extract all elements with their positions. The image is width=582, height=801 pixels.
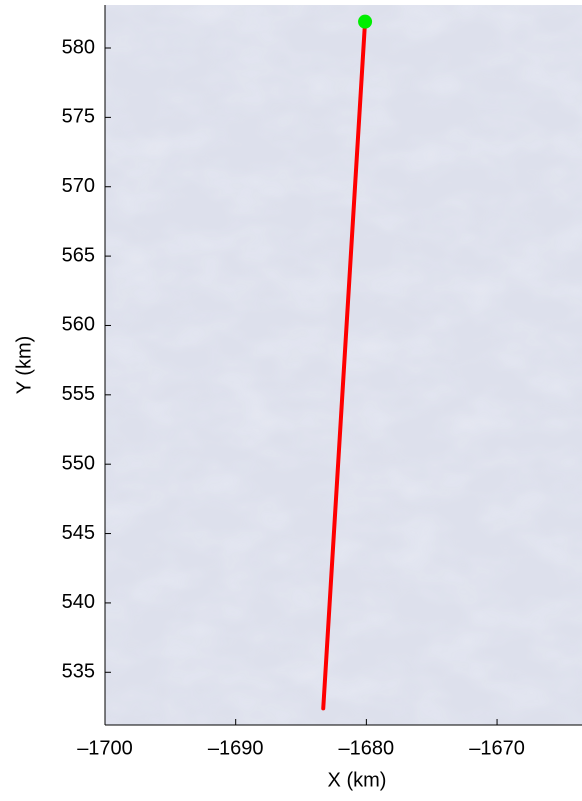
y-tick-label: 545 bbox=[62, 522, 95, 544]
track-line bbox=[321, 19, 368, 711]
plot-area bbox=[321, 14, 373, 711]
x-tick-label: –1690 bbox=[208, 737, 264, 759]
y-tick-label: 570 bbox=[62, 175, 95, 197]
y-tick-label: 560 bbox=[62, 314, 95, 336]
y-tick-label: 535 bbox=[62, 661, 95, 683]
y-tick-label: 550 bbox=[62, 452, 95, 474]
y-axis-label: Y (km) bbox=[13, 336, 35, 395]
y-tick-label: 580 bbox=[62, 36, 95, 58]
x-tick-label: –1670 bbox=[469, 737, 525, 759]
y-tick-label: 575 bbox=[62, 106, 95, 128]
y-tick-label: 555 bbox=[62, 383, 95, 405]
x-tick-label: –1680 bbox=[339, 737, 395, 759]
point-marker bbox=[358, 14, 373, 29]
y-tick-label: 565 bbox=[62, 244, 95, 266]
x-axis-label: X (km) bbox=[328, 769, 387, 791]
y-tick-label: 540 bbox=[62, 591, 95, 613]
x-tick-label: –1700 bbox=[77, 737, 133, 759]
